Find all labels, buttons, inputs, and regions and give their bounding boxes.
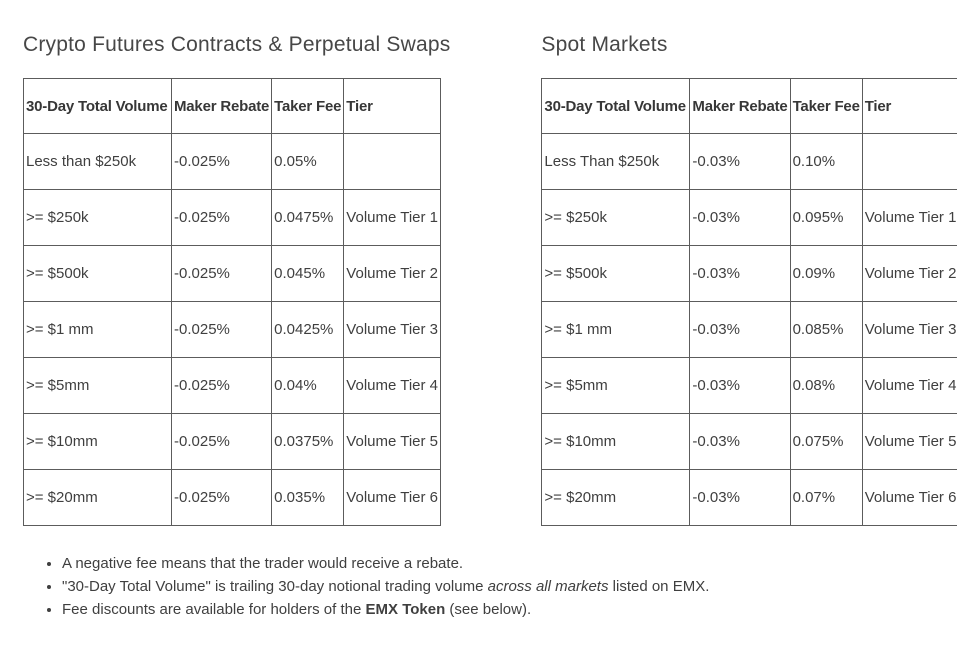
table-cell: Volume Tier 1: [861, 189, 957, 246]
table-cell: Volume Tier 2: [861, 245, 957, 302]
table-cell: -0.025%: [170, 189, 273, 246]
table-cell: -0.03%: [689, 133, 791, 190]
table-cell: -0.025%: [170, 469, 273, 526]
column-header: Maker Rebate: [689, 78, 791, 134]
table-cell: -0.025%: [170, 133, 273, 190]
table-cell: 0.07%: [789, 469, 863, 526]
table-cell: 0.0375%: [271, 413, 345, 470]
table-cell: -0.03%: [689, 357, 791, 414]
table-cell: 0.045%: [271, 245, 345, 302]
column-header: Taker Fee: [789, 78, 863, 134]
table-row: >= $10mm -0.025% 0.0375% Volume Tier 5: [23, 413, 442, 470]
table-cell: Volume Tier 1: [343, 189, 442, 246]
table-cell: -0.03%: [689, 189, 791, 246]
futures-fee-table: 30-Day Total Volume Maker Rebate Taker Fee…: [23, 78, 442, 526]
table-cell: 0.05%: [271, 133, 345, 190]
table-cell: >= $20mm: [541, 469, 691, 526]
table-cell: Less than $250k: [23, 133, 172, 190]
table-row: >= $5mm -0.03% 0.08% Volume Tier 4: [541, 357, 957, 414]
spot-fees-section: Spot Markets 30-Day Total Volume Maker Re…: [541, 33, 957, 526]
futures-section-title: Crypto Futures Contracts & Perpetual Swa…: [23, 33, 451, 56]
table-row: Less than $250k -0.025% 0.05%: [23, 133, 442, 190]
table-cell: -0.03%: [689, 469, 791, 526]
table-cell: 0.0425%: [271, 301, 345, 358]
table-cell: >= $1 mm: [541, 301, 691, 358]
table-cell: >= $20mm: [23, 469, 172, 526]
table-cell: -0.025%: [170, 301, 273, 358]
futures-fees-section: Crypto Futures Contracts & Perpetual Swa…: [23, 33, 450, 526]
table-header-row: 30-Day Total Volume Maker Rebate Taker Fee…: [541, 78, 957, 134]
column-header: Maker Rebate: [170, 78, 273, 134]
spot-fee-table-header: 30-Day Total Volume Maker Rebate Taker Fee…: [541, 78, 957, 134]
spot-fee-table: 30-Day Total Volume Maker Rebate Taker Fee…: [541, 78, 957, 526]
table-cell: Volume Tier 5: [343, 413, 442, 470]
column-header: 30-Day Total Volume: [23, 78, 172, 134]
table-cell: 0.08%: [789, 357, 863, 414]
table-cell: -0.03%: [689, 413, 791, 470]
table-cell: >= $10mm: [23, 413, 172, 470]
table-row: >= $250k -0.03% 0.095% Volume Tier 1: [541, 189, 957, 246]
table-row: >= $20mm -0.025% 0.035% Volume Tier 6: [23, 469, 442, 526]
table-row: >= $20mm -0.03% 0.07% Volume Tier 6: [541, 469, 957, 526]
column-header: Tier: [343, 78, 442, 134]
table-cell: >= $250k: [23, 189, 172, 246]
table-row: >= $1 mm -0.03% 0.085% Volume Tier 3: [541, 301, 957, 358]
table-cell: >= $500k: [541, 245, 691, 302]
notes-list: A negative fee means that the trader wou…: [23, 552, 957, 621]
table-cell: [343, 133, 442, 190]
table-cell: -0.03%: [689, 301, 791, 358]
table-cell: >= $5mm: [541, 357, 691, 414]
spot-section-title: Spot Markets: [541, 33, 668, 56]
table-cell: -0.025%: [170, 357, 273, 414]
table-row: >= $250k -0.025% 0.0475% Volume Tier 1: [23, 189, 442, 246]
table-cell: Volume Tier 4: [861, 357, 957, 414]
table-cell: Volume Tier 6: [861, 469, 957, 526]
note-item: Fee discounts are available for holders …: [62, 598, 957, 621]
table-row: >= $500k -0.03% 0.09% Volume Tier 2: [541, 245, 957, 302]
futures-fee-table-body: Less than $250k -0.025% 0.05% >= $250k -0.02…: [23, 133, 442, 526]
table-cell: 0.095%: [789, 189, 863, 246]
column-header: 30-Day Total Volume: [541, 78, 691, 134]
note-item: A negative fee means that the trader wou…: [62, 552, 957, 575]
table-cell: [861, 133, 957, 190]
table-cell: 0.075%: [789, 413, 863, 470]
note-item: "30-Day Total Volume" is trailing 30-day…: [62, 575, 957, 598]
table-cell: 0.035%: [271, 469, 345, 526]
table-cell: 0.0475%: [271, 189, 345, 246]
table-header-row: 30-Day Total Volume Maker Rebate Taker Fee…: [23, 78, 442, 134]
table-row: >= $500k -0.025% 0.045% Volume Tier 2: [23, 245, 442, 302]
table-cell: Volume Tier 6: [343, 469, 442, 526]
table-cell: 0.04%: [271, 357, 345, 414]
table-cell: Volume Tier 3: [861, 301, 957, 358]
table-cell: Volume Tier 3: [343, 301, 442, 358]
fee-tables-section: Crypto Futures Contracts & Perpetual Swa…: [23, 33, 957, 526]
table-cell: -0.025%: [170, 245, 273, 302]
column-header: Tier: [861, 78, 957, 134]
table-cell: >= $500k: [23, 245, 172, 302]
table-cell: >= $250k: [541, 189, 691, 246]
column-header: Taker Fee: [271, 78, 345, 134]
table-cell: -0.03%: [689, 245, 791, 302]
table-cell: >= $10mm: [541, 413, 691, 470]
spot-fee-table-body: Less Than $250k -0.03% 0.10% >= $250k -0.03%…: [541, 133, 957, 526]
table-cell: Volume Tier 2: [343, 245, 442, 302]
futures-fee-table-header: 30-Day Total Volume Maker Rebate Taker Fee…: [23, 78, 442, 134]
table-cell: 0.085%: [789, 301, 863, 358]
table-cell: 0.10%: [789, 133, 863, 190]
table-cell: Less Than $250k: [541, 133, 691, 190]
table-cell: 0.09%: [789, 245, 863, 302]
table-row: >= $10mm -0.03% 0.075% Volume Tier 5: [541, 413, 957, 470]
table-row: >= $5mm -0.025% 0.04% Volume Tier 4: [23, 357, 442, 414]
table-cell: Volume Tier 5: [861, 413, 957, 470]
table-row: >= $1 mm -0.025% 0.0425% Volume Tier 3: [23, 301, 442, 358]
table-cell: -0.025%: [170, 413, 273, 470]
table-cell: >= $5mm: [23, 357, 172, 414]
table-cell: Volume Tier 4: [343, 357, 442, 414]
table-row: Less Than $250k -0.03% 0.10%: [541, 133, 957, 190]
table-cell: >= $1 mm: [23, 301, 172, 358]
